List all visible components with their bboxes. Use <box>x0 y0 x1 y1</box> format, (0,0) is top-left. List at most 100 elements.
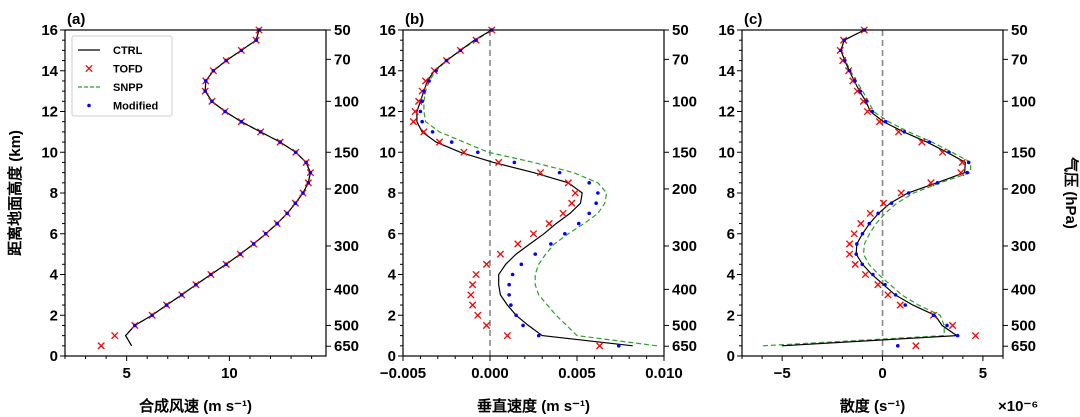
tofd-point <box>938 148 947 156</box>
modified-point <box>224 58 228 63</box>
y-tick-label: 12 <box>718 104 735 121</box>
tofd-point <box>849 77 857 85</box>
modified-point <box>864 99 869 104</box>
tofd-point <box>897 189 905 197</box>
x-marker-stroke <box>957 168 965 177</box>
pressure-tick-label: 100 <box>1011 93 1036 110</box>
modified-point <box>258 130 263 134</box>
pressure-tick-label: 300 <box>334 238 359 255</box>
modified-point <box>594 201 598 205</box>
modified-point <box>238 252 243 256</box>
x-marker-stroke <box>482 321 491 330</box>
y-tick-label: 4 <box>388 267 397 284</box>
modified-point <box>422 89 426 93</box>
x-marker-stroke <box>839 56 847 65</box>
tofd-point <box>421 77 430 85</box>
modified-point <box>474 38 478 42</box>
tofd-point <box>875 118 884 126</box>
pressure-tick-label: 150 <box>672 144 697 161</box>
x-marker-stroke <box>884 291 892 299</box>
modified-point <box>285 211 289 216</box>
pressure-tick-label: 100 <box>672 93 697 110</box>
modified-point <box>449 140 454 144</box>
modified-point <box>150 313 154 318</box>
modified-point <box>263 231 268 236</box>
x-tick-label: 10 <box>221 365 238 382</box>
y-tick-label: 8 <box>727 185 735 202</box>
pressure-tick-label: 650 <box>672 338 697 355</box>
legend-modified-swatch <box>87 103 91 108</box>
tofd-point <box>948 321 957 330</box>
y-tick-label: 0 <box>50 348 58 365</box>
modified-point <box>514 313 518 318</box>
axes-frame <box>741 29 1004 357</box>
pressure-tick-label: 70 <box>1011 51 1028 68</box>
y-tick-label: 6 <box>50 226 58 243</box>
snpp-line <box>762 29 972 347</box>
modified-point <box>164 303 169 307</box>
x-marker-stroke <box>564 179 572 187</box>
x-marker-stroke <box>503 331 512 340</box>
x-marker-stroke <box>859 97 868 105</box>
x-marker-stroke <box>559 209 567 218</box>
tofd-point <box>420 128 428 136</box>
y-tick-label: 2 <box>727 307 735 324</box>
x-marker-stroke <box>536 168 545 177</box>
tofd-point <box>409 118 418 126</box>
modified-point <box>945 323 949 328</box>
tofd-point <box>460 148 468 156</box>
pressure-tick-label: 500 <box>1011 317 1036 334</box>
x-marker-stroke <box>863 107 872 116</box>
x-marker-stroke <box>938 148 947 156</box>
tofd-point <box>863 107 872 116</box>
x-marker-stroke <box>845 240 854 248</box>
y-tick-label: 6 <box>388 226 396 243</box>
modified-point <box>870 109 875 114</box>
x-marker-stroke <box>896 301 904 309</box>
modified-point <box>254 38 258 42</box>
x-marker-stroke <box>595 342 604 350</box>
modified-point <box>842 58 847 63</box>
modified-point <box>847 68 852 73</box>
tofd-point <box>568 199 576 207</box>
modified-point <box>420 99 424 104</box>
panel-a: 0 2 4 6 8 10 12 14 16 5 10 50 70 100 150 200 300 400 500 65… <box>41 11 359 415</box>
x-marker-stroke <box>467 291 475 299</box>
modified-point <box>224 262 228 267</box>
pressure-tick-label: 500 <box>672 317 697 334</box>
tofd-point <box>411 107 419 116</box>
x-marker-stroke <box>545 219 553 228</box>
ctrl-line <box>416 29 633 347</box>
y-tick-label: 6 <box>727 226 735 243</box>
x-marker-stroke <box>851 260 859 268</box>
modified-point <box>444 58 449 63</box>
y-tick-label: 0 <box>388 348 396 365</box>
panel-b: 0 2 4 6 8 10 12 14 16 −0.005 0.000 0.005 0.010 50 70 10… <box>379 11 697 415</box>
y-tick-label: 4 <box>50 267 59 284</box>
x-marker-stroke <box>482 260 491 268</box>
pressure-tick-label: 50 <box>1011 22 1028 39</box>
tofd-point <box>866 209 874 218</box>
legend-label: Modified <box>113 101 158 113</box>
pressure-tick-label: 150 <box>1011 144 1036 161</box>
modified-point <box>895 344 900 348</box>
x-tick-label: −5 <box>774 365 791 382</box>
y-tick-label: 4 <box>727 267 736 284</box>
x-marker-stroke <box>495 158 503 167</box>
x-axis-label: 合成风速 (m s⁻¹) <box>138 397 252 415</box>
modified-point <box>434 68 438 73</box>
modified-point <box>209 272 213 277</box>
y-tick-label: 8 <box>50 185 58 202</box>
axes-frame <box>402 29 665 357</box>
pressure-tick-label: 200 <box>1011 181 1036 198</box>
x-marker-stroke <box>861 270 870 279</box>
modified-point <box>507 282 511 287</box>
modified-point <box>510 272 515 277</box>
pressure-tick-label: 400 <box>1011 281 1036 298</box>
tofd-point <box>482 321 491 330</box>
tofd-point <box>496 250 505 258</box>
x-marker-stroke <box>857 219 865 228</box>
tofd-point <box>503 331 512 340</box>
pressure-tick-label: 70 <box>672 51 689 68</box>
x-marker-stroke <box>894 128 903 136</box>
